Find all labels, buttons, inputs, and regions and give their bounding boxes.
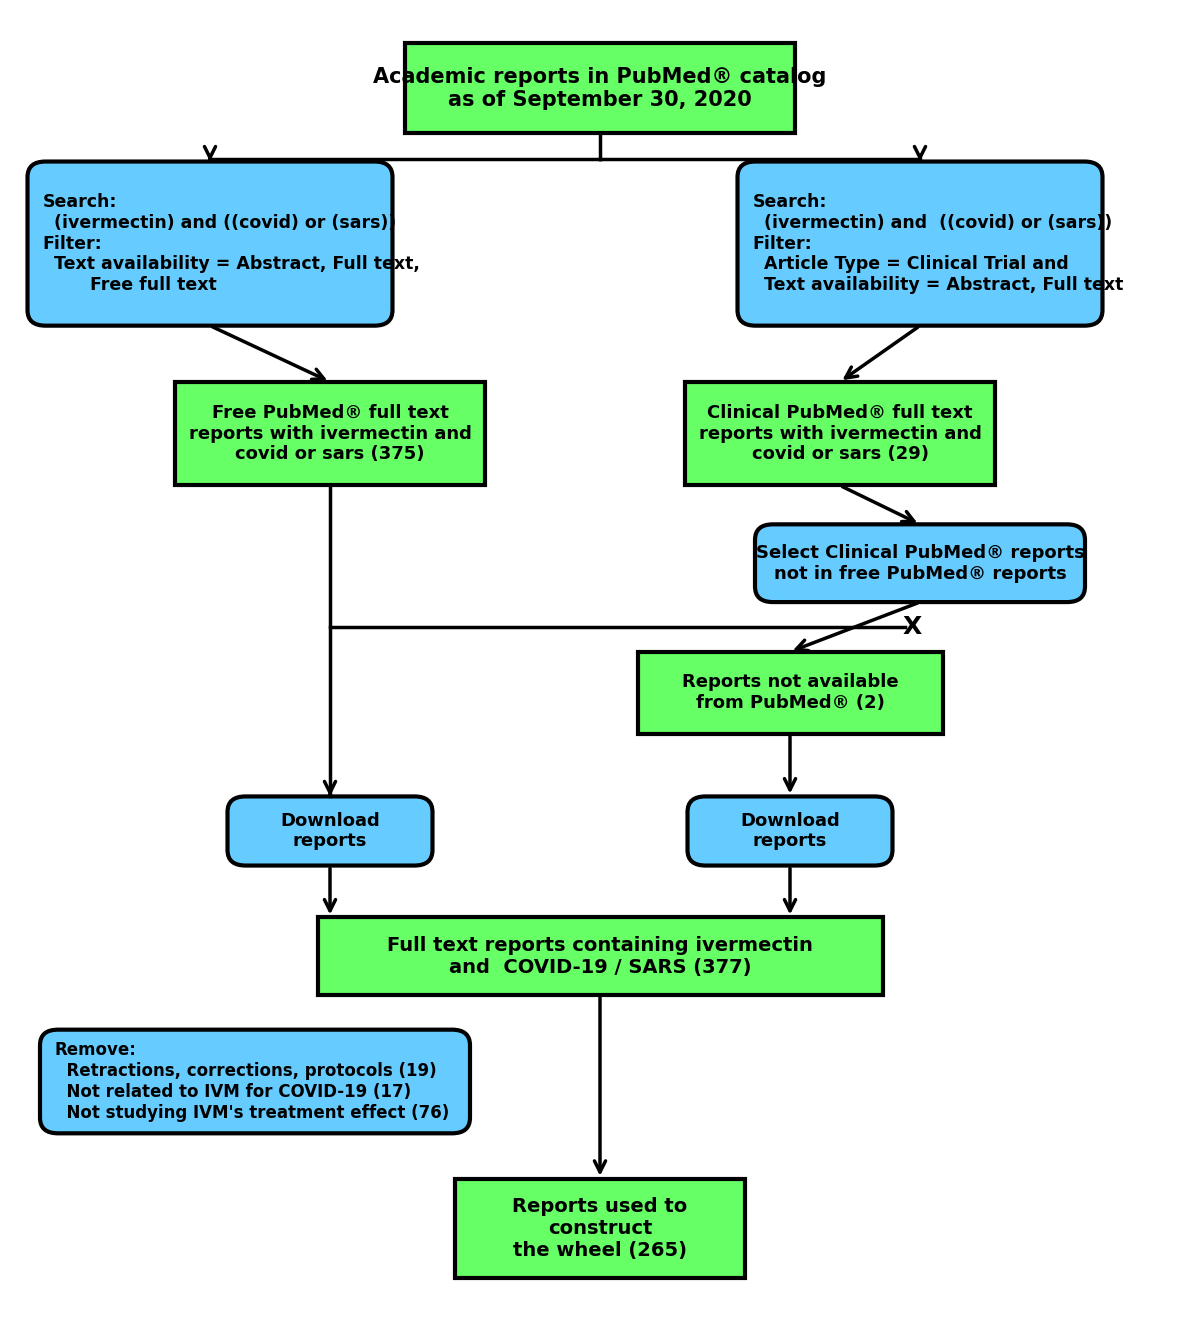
FancyBboxPatch shape bbox=[318, 918, 882, 995]
FancyBboxPatch shape bbox=[228, 797, 432, 866]
Text: Free PubMed® full text
reports with ivermectin and
covid or sars (375): Free PubMed® full text reports with iver… bbox=[188, 404, 472, 464]
Text: Full text reports containing ivermectin
and  COVID-19 / SARS (377): Full text reports containing ivermectin … bbox=[388, 936, 812, 976]
FancyBboxPatch shape bbox=[755, 525, 1085, 602]
FancyBboxPatch shape bbox=[688, 797, 893, 866]
FancyBboxPatch shape bbox=[637, 651, 942, 734]
Text: Reports not available
from PubMed® (2): Reports not available from PubMed® (2) bbox=[682, 674, 899, 713]
Text: Download
reports: Download reports bbox=[740, 811, 840, 850]
Text: Search:
  (ivermectin) and  ((covid) or (sars))
Filter:
  Article Type = Clinica: Search: (ivermectin) and ((covid) or (sa… bbox=[752, 193, 1124, 294]
Text: Academic reports in PubMed® catalog
as of September 30, 2020: Academic reports in PubMed® catalog as o… bbox=[373, 67, 827, 109]
Text: Reports used to
construct
the wheel (265): Reports used to construct the wheel (265… bbox=[512, 1197, 688, 1260]
FancyBboxPatch shape bbox=[28, 161, 392, 325]
Text: Clinical PubMed® full text
reports with ivermectin and
covid or sars (29): Clinical PubMed® full text reports with … bbox=[698, 404, 982, 464]
Text: X: X bbox=[902, 615, 922, 639]
FancyBboxPatch shape bbox=[455, 1179, 745, 1277]
FancyBboxPatch shape bbox=[175, 382, 485, 485]
Text: Download
reports: Download reports bbox=[280, 811, 380, 850]
Text: Select Clinical PubMed® reports
not in free PubMed® reports: Select Clinical PubMed® reports not in f… bbox=[756, 543, 1085, 582]
Text: Search:
  (ivermectin) and ((covid) or (sars))
Filter:
  Text availability = Abs: Search: (ivermectin) and ((covid) or (sa… bbox=[42, 193, 420, 294]
FancyBboxPatch shape bbox=[406, 43, 796, 133]
FancyBboxPatch shape bbox=[685, 382, 995, 485]
Text: Remove:
  Retractions, corrections, protocols (19)
  Not related to IVM for COVI: Remove: Retractions, corrections, protoc… bbox=[55, 1042, 449, 1122]
FancyBboxPatch shape bbox=[738, 161, 1103, 325]
FancyBboxPatch shape bbox=[40, 1030, 470, 1134]
